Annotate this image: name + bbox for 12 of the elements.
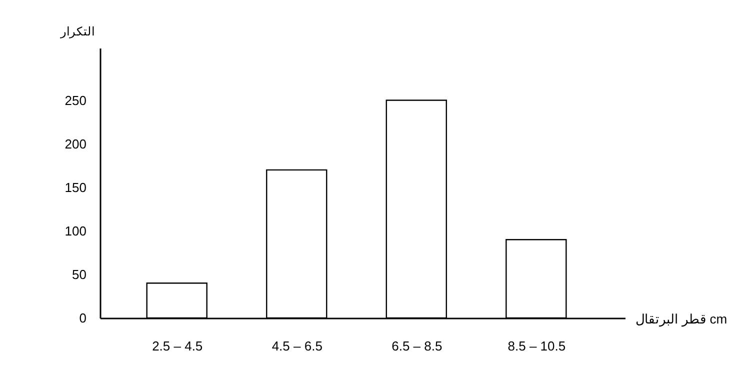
y-tick-label: 50 [72,266,86,282]
x-axis-title: قطر البرتقال cm [636,312,728,328]
y-tick-label: 250 [64,92,86,108]
x-tick-label: 2.5 – 4.5 [152,338,203,354]
y-axis-title: التكرار [60,24,94,38]
x-tick-label: 6.5 – 8.5 [392,338,442,354]
x-tick-label: 4.5 – 6.5 [272,338,322,354]
x-tick-label: 8.5 – 10.5 [508,338,566,354]
y-tick-label: 200 [64,136,86,152]
y-tick-label: 150 [64,180,86,195]
y-tick-label: 100 [64,223,86,238]
y-tick-label: 0 [79,310,86,326]
